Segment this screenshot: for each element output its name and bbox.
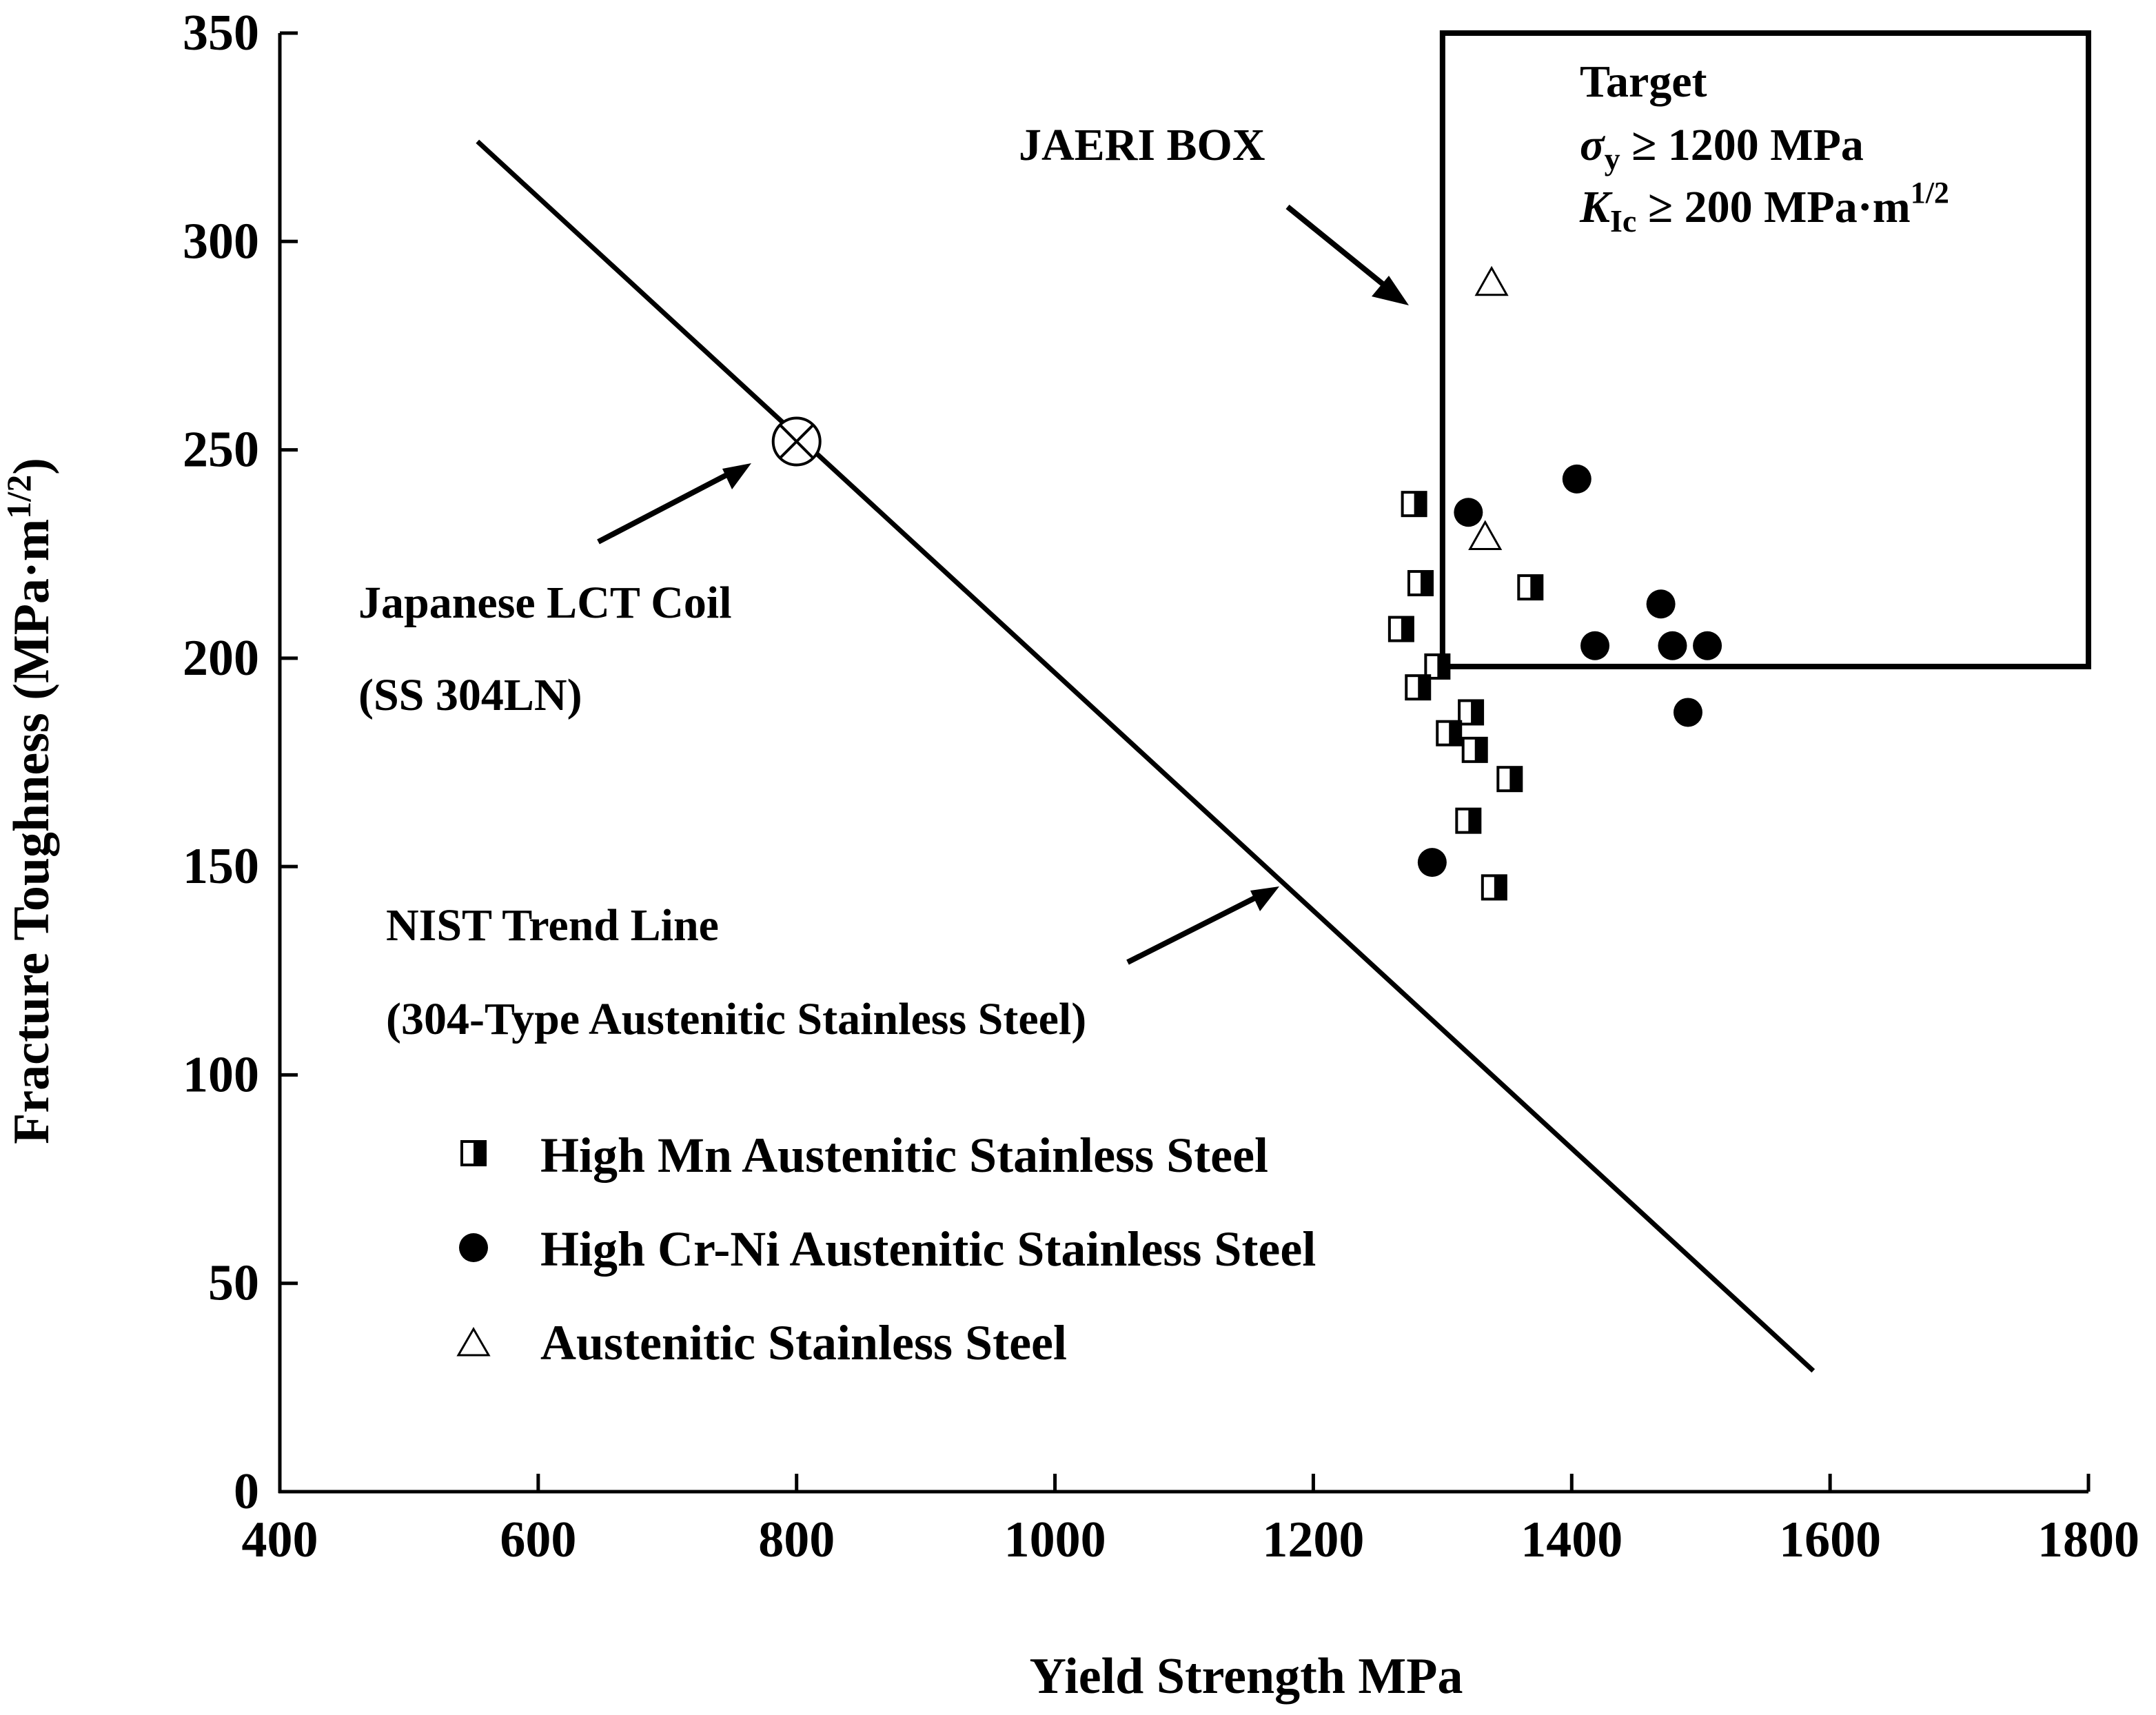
point-high-cr-ni [1417,848,1447,877]
x-tick-label: 400 [242,1512,318,1568]
point-high-cr-ni [1658,631,1687,660]
x-tick-label: 600 [500,1512,576,1568]
point-high-mn-fill [1530,576,1543,600]
point-high-mn-fill [1414,492,1426,516]
point-high-mn-fill [1471,700,1483,724]
point-high-mn [1407,570,1434,597]
point-high-mn-fill [1509,767,1522,791]
y-tick-label: 350 [183,5,259,61]
point-high-mn [1458,699,1485,726]
legend: High Mn Austenitic Stainless Steel High … [456,1128,1316,1370]
point-austenitic [1468,520,1503,551]
x-tick-label: 1400 [1521,1512,1623,1568]
point-high-cr-ni [1693,631,1722,660]
point-high-cr-ni [1562,464,1591,494]
x-tick-label: 1200 [1262,1512,1364,1568]
point-high-mn [1405,674,1432,701]
legend-marker-high-cr-ni [459,1233,488,1262]
point-high-mn-fill [1468,809,1481,833]
point-high-mn [1401,491,1427,518]
legend-marker-austenitic [456,1327,491,1357]
y-tick-label: 200 [183,630,259,687]
x-tick-label: 800 [758,1512,835,1568]
point-high-cr-ni [1454,498,1483,527]
point-high-mn [1461,736,1488,763]
x-tick-label: 1800 [2037,1512,2139,1568]
x-tick-label: 1000 [1004,1512,1106,1568]
point-high-mn-fill [1474,738,1487,762]
point-high-mn [1481,874,1507,901]
y-tick-label: 100 [183,1046,259,1103]
target-sigma-criterion: σy ≥ 1200 MPa [1580,120,1864,176]
legend-label-austenitic: Austenitic Stainless Steel [540,1315,1067,1370]
point-high-cr-ni [1580,631,1610,660]
point-high-mn [1455,807,1482,834]
point-high-mn-fill [1437,654,1450,678]
lct-coil-material: (SS 304LN) [358,670,582,720]
point-high-mn-fill [1418,676,1430,700]
y-tick-label: 50 [208,1255,259,1312]
legend-label-high-mn: High Mn Austenitic Stainless Steel [540,1128,1268,1183]
point-high-mn-fill [1401,617,1413,641]
legend-label-high-cr-ni: High Cr-Ni Austenitic Stainless Steel [540,1221,1316,1277]
y-tick-label: 300 [183,213,259,270]
nist-trend-label: NIST Trend Line [386,900,719,951]
y-tick-label: 0 [234,1463,259,1520]
y-tick-label: 250 [183,422,259,478]
point-high-cr-ni [1673,698,1702,727]
lct-coil-label: Japanese LCT Coil [358,578,732,628]
point-high-mn-fill [1420,571,1432,596]
point-high-mn-fill [1449,721,1461,745]
point-high-cr-ni [1646,589,1676,619]
lct-coil-point [771,416,822,467]
jaeri-arrow [1285,204,1409,305]
lct-coil-arrow [597,463,751,545]
legend-marker-high-mn [460,1140,487,1166]
target-k-criterion: KIc ≥ 200 MPa·m1/2 [1579,176,1949,239]
y-axis-title: Fracture Toughness (MPa·m1/2) [0,458,60,1144]
nist-trend-arrow [1126,886,1279,965]
y-tick-label: 150 [183,838,259,895]
point-high-mn [1387,616,1414,642]
jaeri-target-box [1439,30,2092,669]
target-title: Target [1580,57,1707,107]
point-high-mn [1424,653,1451,680]
point-high-mn [1496,766,1523,793]
lct-coil-cross [779,424,815,459]
x-axis-title: Yield Strength MPa [1030,1648,1463,1705]
jaeri-box-label: JAERI BOX [1019,120,1265,170]
nist-trend-material: (304-Type Austenitic Stainless Steel) [386,994,1086,1044]
point-high-mn [1517,574,1544,601]
point-high-mn [1436,720,1463,747]
point-austenitic [1474,265,1509,296]
nist-trend-line [476,139,1816,1373]
x-tick-label: 1600 [1779,1512,1881,1568]
point-high-mn-fill [1494,875,1506,900]
